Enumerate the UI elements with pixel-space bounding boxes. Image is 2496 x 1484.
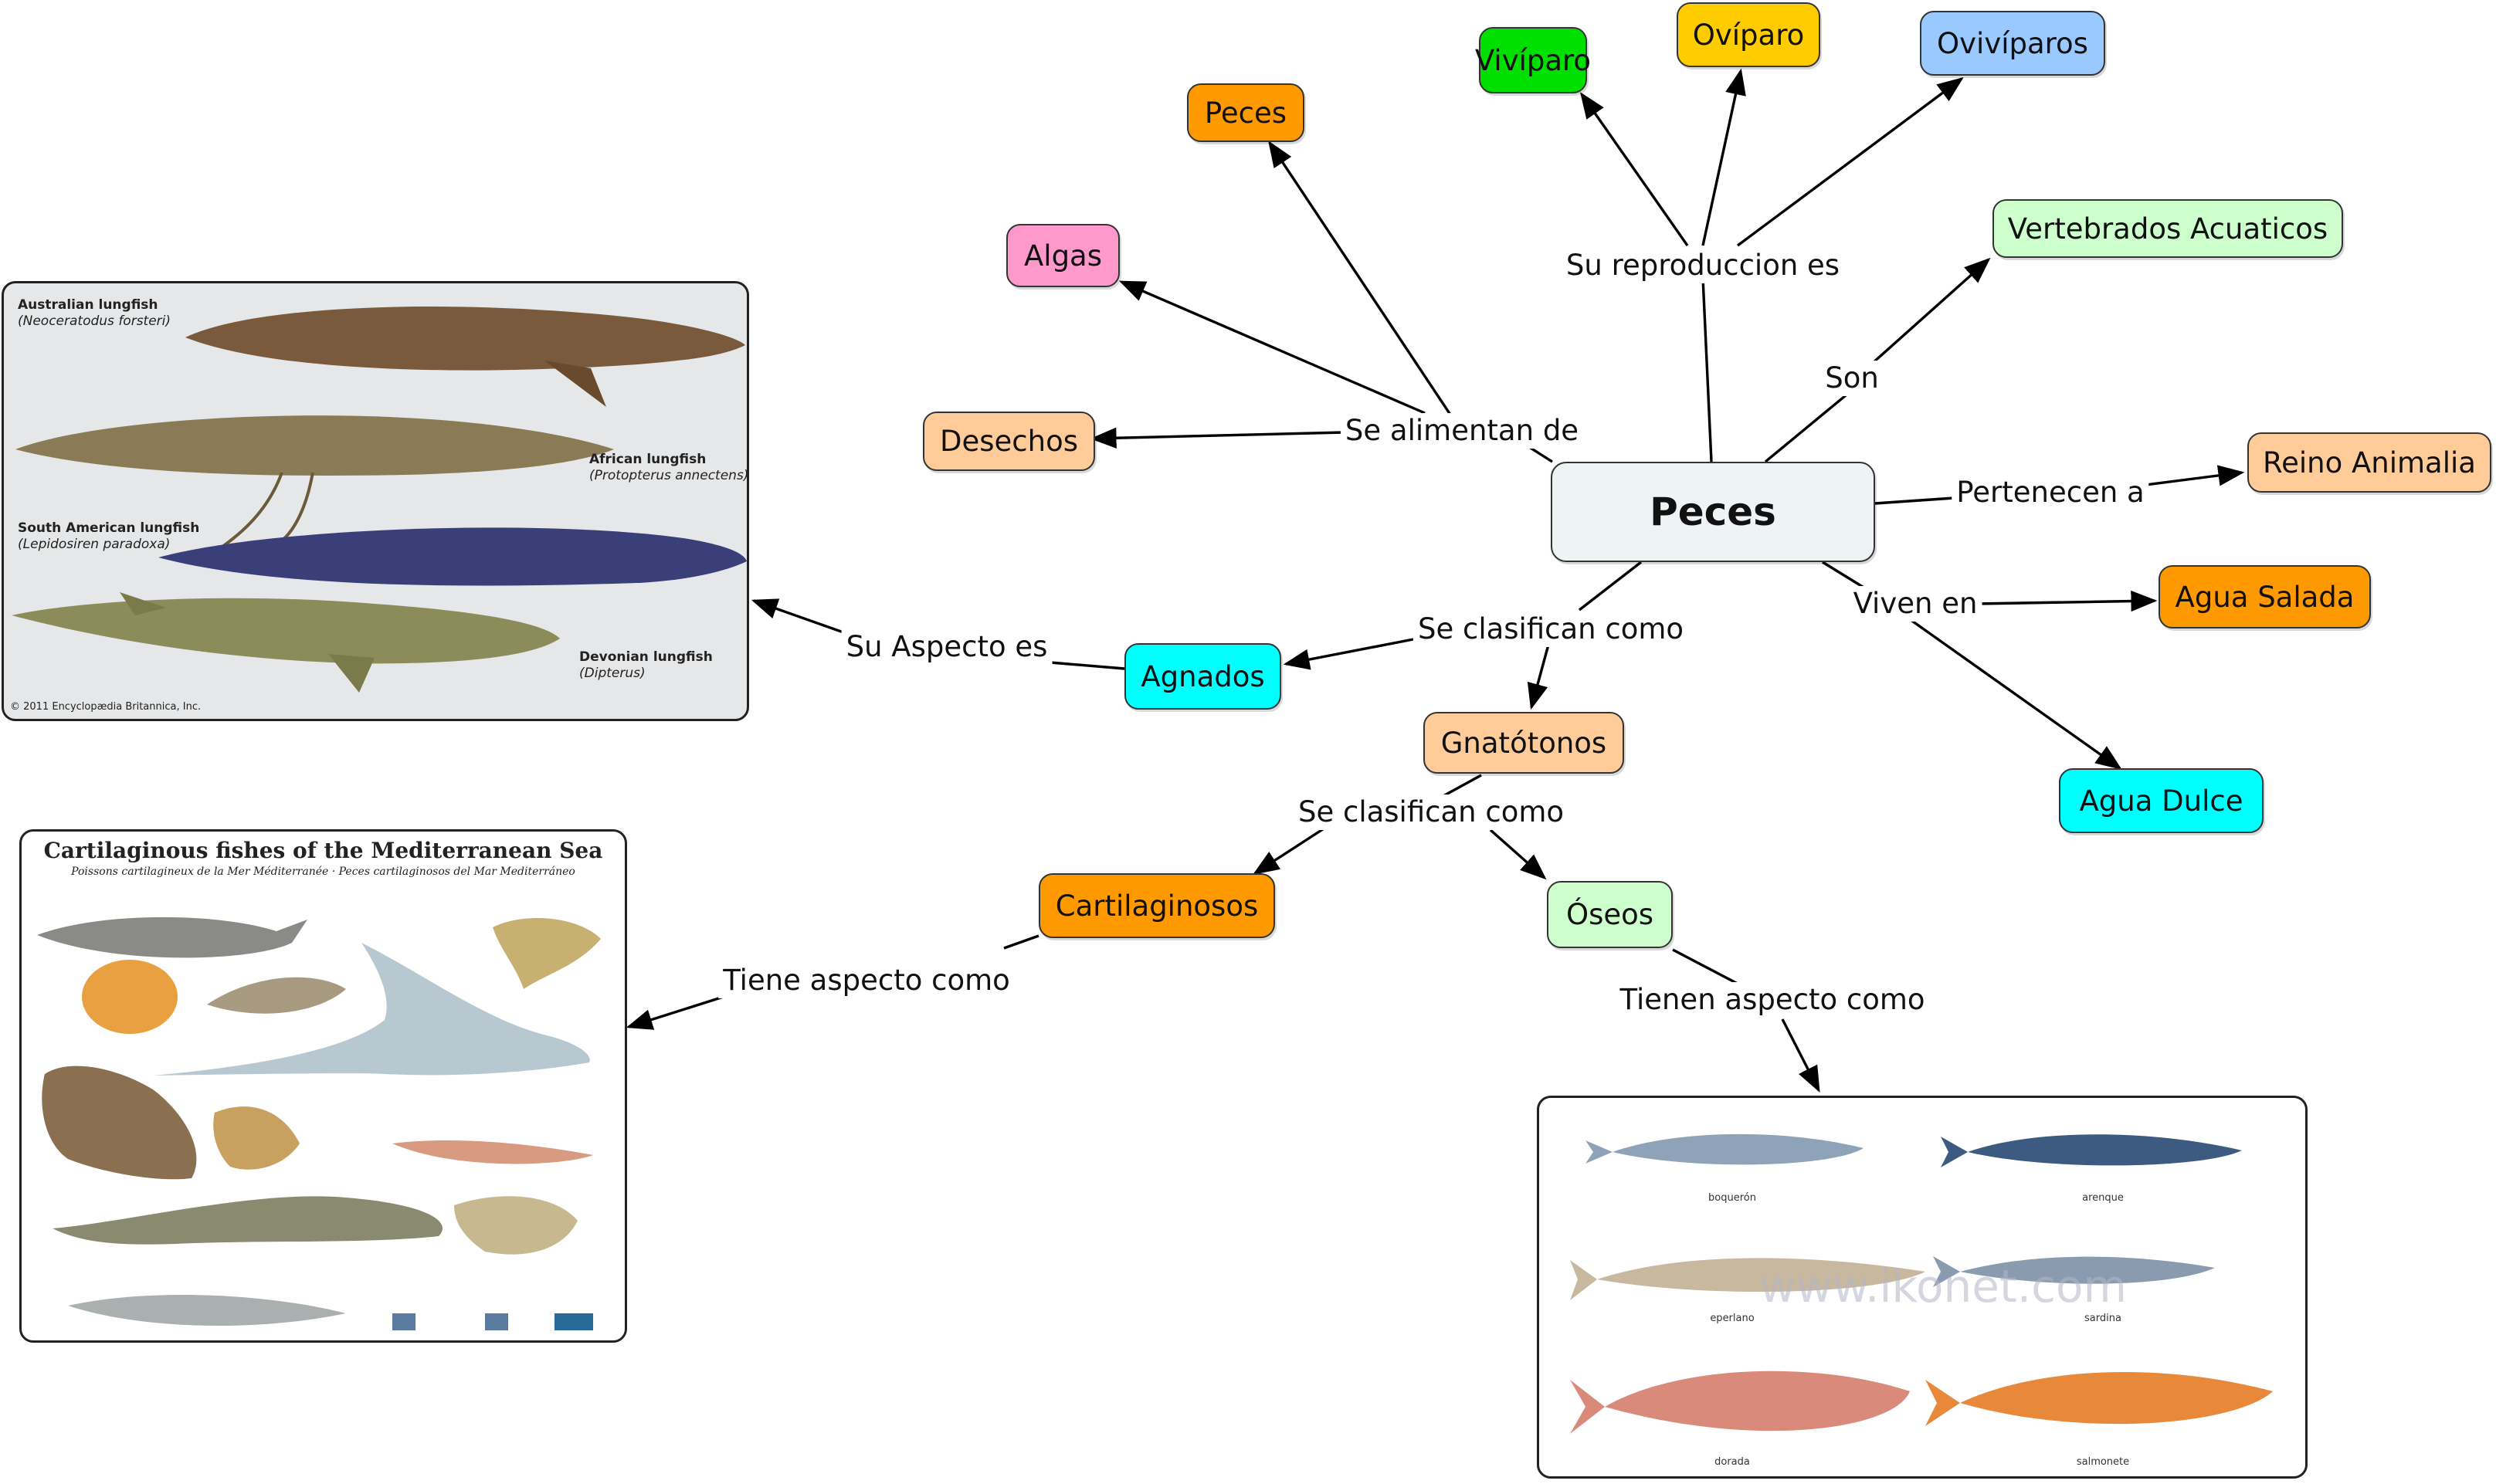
cartilaginous-illustrations xyxy=(37,916,601,1330)
edge-to-oviparo xyxy=(1701,68,1746,246)
node-cartilaginosos[interactable]: Cartilaginosos xyxy=(1039,873,1275,938)
fish-label-arenque: arenque xyxy=(2082,1192,2124,1204)
lungfish-name-1: Australian lungfish xyxy=(18,297,158,313)
edge-peces-clasifican xyxy=(1578,561,1643,612)
node-agua-salada[interactable]: Agua Salada xyxy=(2159,565,2371,628)
lungfish-image-panel: Australian lungfish (Neoceratodus forste… xyxy=(2,281,749,721)
bony-fish-illustrations xyxy=(1570,1133,2273,1434)
label-se-clasifican-como-2: Se clasifican como xyxy=(1293,795,1569,830)
lungfish-name-4: Devonian lungfish xyxy=(579,649,713,665)
node-oviparo[interactable]: Ovíparo xyxy=(1677,2,1820,67)
node-peces-center[interactable]: Peces xyxy=(1551,462,1875,562)
edge-gnatotonos-clasifican xyxy=(1440,774,1482,799)
fish-label-sardina: sardina xyxy=(2084,1313,2121,1324)
lungfish-caption-3: South American lungfish (Lepidosiren par… xyxy=(18,520,199,553)
edge-to-agnados xyxy=(1283,638,1414,670)
edge-to-vertebrados xyxy=(1871,257,1991,364)
label-se-clasifican-como-1: Se clasifican como xyxy=(1412,612,1689,647)
node-oseos[interactable]: Óseos xyxy=(1547,881,1673,948)
lungfish-sci-4: (Dipterus) xyxy=(579,666,646,681)
edge-peces-reproduccion xyxy=(1701,277,1713,462)
edge-to-peces-food xyxy=(1268,141,1453,418)
label-tienen-aspecto-como: Tienen aspecto como xyxy=(1615,982,1930,1018)
edge-to-oviviparos xyxy=(1736,76,1964,247)
node-reino-animalia[interactable]: Reino Animalia xyxy=(2247,432,2491,493)
edge-to-gnatotonos xyxy=(1527,644,1550,710)
label-pertenecen-a: Pertenecen a xyxy=(1952,475,2149,510)
fish-label-eperlano: eperlano xyxy=(1710,1313,1755,1324)
cartilaginous-title: Cartilaginous fishes of the Mediterranea… xyxy=(43,838,603,863)
edge-to-agua-dulce xyxy=(1907,616,2122,770)
label-su-reproduccion-es: Su reproduccion es xyxy=(1561,248,1845,283)
cartilaginous-image-panel: Cartilaginous fishes of the Mediterranea… xyxy=(19,829,627,1343)
edge-peces-viven xyxy=(1822,561,1870,592)
lungfish-sci-3: (Lepidosiren paradoxa) xyxy=(18,537,171,552)
node-desechos[interactable]: Desechos xyxy=(923,412,1095,471)
edge-cartilaginosos-aspecto xyxy=(1003,934,1039,950)
bony-fish-image-panel: boquerón arenque eperlano sardina dorada… xyxy=(1537,1096,2308,1479)
lungfish-sci-2: (Protopterus annectens) xyxy=(589,468,749,483)
lungfish-name-3: South American lungfish xyxy=(18,520,200,536)
edge-to-agua-salada xyxy=(1976,590,2158,612)
lungfish-name-2: African lungfish xyxy=(589,452,707,467)
lungfish-sci-1: (Neoceratodus forsteri) xyxy=(18,313,171,329)
node-agnados[interactable]: Agnados xyxy=(1124,643,1281,710)
edge-to-cartilaginous-panel xyxy=(626,994,727,1030)
edge-to-viviparo xyxy=(1580,92,1689,246)
label-son: Son xyxy=(1820,361,1884,396)
node-gnatotonos[interactable]: Gnatótonos xyxy=(1423,712,1624,774)
edge-to-oseos xyxy=(1489,828,1547,880)
edge-peces-pertenecen xyxy=(1874,496,1955,505)
node-oviviparos[interactable]: Ovivíparos xyxy=(1920,11,2105,76)
fish-label-salmonete: salmonete xyxy=(2076,1456,2130,1468)
lungfish-caption-2: African lungfish (Protopterus annectens) xyxy=(589,452,749,484)
node-peces-food[interactable]: Peces xyxy=(1187,83,1304,142)
node-viviparo[interactable]: Vivíparo xyxy=(1475,27,1591,93)
edge-to-reino xyxy=(2145,465,2245,486)
edge-to-desechos xyxy=(1090,427,1345,449)
lungfish-caption-4: Devonian lungfish (Dipterus) xyxy=(579,649,713,682)
node-algas[interactable]: Algas xyxy=(1006,224,1120,287)
fish-label-boqueron: boquerón xyxy=(1708,1192,1756,1204)
label-su-aspecto-es: Su Aspecto es xyxy=(841,629,1053,665)
edge-to-cartilaginosos xyxy=(1253,826,1326,875)
node-vertebrados-acuaticos[interactable]: Vertebrados Acuaticos xyxy=(1992,199,2343,258)
node-agua-dulce[interactable]: Agua Dulce xyxy=(2059,768,2264,833)
edge-to-algas xyxy=(1118,280,1426,415)
edge-to-bony-panel xyxy=(1781,1018,1820,1093)
edge-agnados-aspecto xyxy=(1050,661,1125,670)
lungfish-caption-1: Australian lungfish (Neoceratodus forste… xyxy=(18,297,171,330)
edge-to-lungfish-panel xyxy=(751,598,846,635)
fish-label-dorada: dorada xyxy=(1714,1456,1750,1468)
label-se-alimentan-de: Se alimentan de xyxy=(1340,413,1584,449)
cartilaginous-subtitle: Poissons cartilagineux de la Mer Méditer… xyxy=(71,866,575,878)
lungfish-copyright: © 2011 Encyclopædia Britannica, Inc. xyxy=(10,701,202,713)
lungfish-illustrations xyxy=(12,307,747,693)
label-viven-en: Viven en xyxy=(1848,586,1982,622)
bony-panel-watermark: www.ikonet.com xyxy=(1759,1260,2128,1313)
edge-peces-son xyxy=(1764,391,1851,463)
label-tiene-aspecto-como: Tiene aspecto como xyxy=(718,963,1015,998)
edge-oseos-aspecto xyxy=(1672,948,1738,985)
